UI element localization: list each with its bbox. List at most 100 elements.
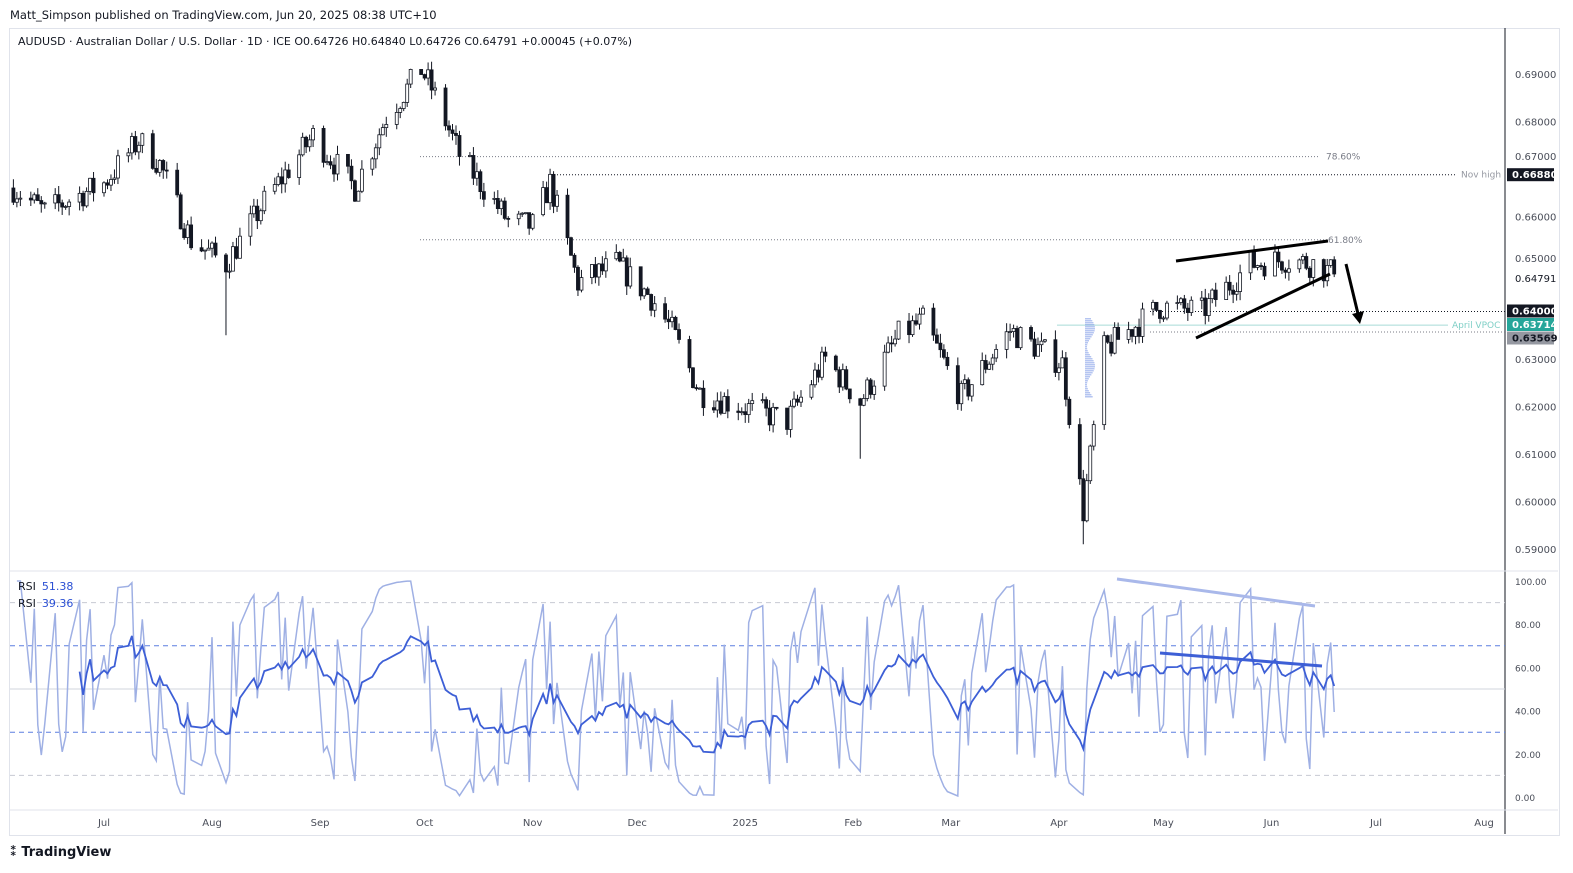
price-tick-label: 0.68000: [1515, 118, 1556, 129]
candle: [1161, 315, 1166, 322]
candle: [35, 188, 40, 202]
candle-body: [907, 320, 911, 336]
candle-body: [154, 167, 159, 173]
candle-body: [1091, 424, 1096, 447]
candle-body: [1043, 339, 1047, 342]
candle: [328, 155, 333, 170]
candle-body: [1004, 331, 1009, 350]
candle-body: [987, 363, 992, 370]
vpoc-price-tag-bg: [1507, 318, 1554, 331]
candles: [11, 61, 1337, 545]
candle: [178, 192, 183, 230]
candle-body: [161, 160, 166, 171]
price-tick-label: 0.69000: [1515, 70, 1556, 81]
candle: [774, 406, 779, 411]
candle-body: [767, 407, 772, 426]
candle: [795, 394, 800, 406]
candle-body: [935, 334, 939, 344]
candle-body: [739, 411, 744, 414]
candle: [565, 188, 570, 245]
candle-body: [1154, 301, 1159, 311]
candle: [394, 103, 399, 130]
candle: [443, 84, 448, 131]
candle: [1210, 288, 1215, 304]
candle-body: [917, 313, 922, 325]
level-064-price-tag-bg: [1507, 304, 1554, 318]
candle-body: [450, 129, 455, 134]
candle: [614, 244, 619, 261]
candle: [1199, 290, 1204, 310]
candle-body: [788, 405, 793, 430]
candle-body: [1081, 478, 1086, 522]
candle: [593, 257, 598, 284]
candle-body: [300, 136, 305, 156]
candle-body: [346, 153, 350, 167]
april-vpoc-label: April VPOC: [1452, 321, 1500, 331]
wedge-lower-line: [1195, 272, 1331, 340]
candle-body: [715, 400, 720, 411]
candle: [1165, 300, 1169, 321]
candle-body: [701, 387, 706, 409]
candle: [1109, 334, 1114, 357]
candle-body: [565, 194, 570, 239]
candle-body: [231, 246, 235, 272]
candle: [1015, 325, 1019, 349]
volume-profile-bar: [1085, 390, 1089, 392]
candle: [520, 212, 525, 218]
candle-body: [941, 349, 946, 358]
candle-body: [1158, 309, 1162, 319]
candle: [150, 129, 155, 170]
last-price-label: 0.64791: [1515, 274, 1556, 285]
brand-text: TradingView: [21, 845, 112, 860]
candle: [1300, 253, 1305, 265]
candle: [1056, 362, 1061, 381]
candle: [750, 392, 755, 411]
candle: [739, 407, 744, 416]
volume-profile-bar: [1085, 380, 1088, 382]
candle-body: [248, 213, 253, 237]
candle-body: [495, 197, 500, 210]
candle: [300, 132, 305, 157]
time-tick-label: Aug: [202, 818, 222, 829]
price-tick-label: 0.60000: [1515, 498, 1556, 509]
candle: [63, 205, 68, 210]
volume-profile-bar: [1085, 388, 1088, 390]
volume-profile-bar: [1085, 320, 1093, 322]
candle-body: [555, 194, 559, 207]
candle: [1255, 264, 1260, 271]
candle: [833, 354, 838, 372]
candle-body: [677, 329, 681, 340]
time-tick-label: Jul: [1369, 818, 1382, 829]
candle: [579, 269, 584, 293]
candle-body: [694, 387, 699, 390]
candle: [677, 323, 681, 344]
candle-body: [966, 379, 971, 397]
candle: [28, 191, 33, 207]
candle: [18, 190, 23, 207]
candle-body: [872, 385, 877, 395]
candle-body: [914, 320, 918, 325]
candle-body: [1273, 251, 1277, 277]
candle: [32, 192, 37, 204]
volume-profile-bar: [1085, 384, 1087, 386]
candle: [325, 154, 329, 166]
candle-body: [1276, 251, 1281, 263]
candle-body: [833, 355, 838, 371]
candle-body: [210, 242, 214, 249]
candle-body: [157, 160, 162, 173]
candle-body: [224, 254, 228, 273]
candle: [914, 313, 918, 326]
candle: [1259, 262, 1263, 270]
price-tick-label: 0.63000: [1515, 355, 1556, 366]
bearish-arrow-head: [1352, 311, 1364, 324]
candle: [213, 236, 218, 258]
candle-body: [799, 396, 803, 403]
candle: [941, 344, 946, 360]
candle: [276, 172, 281, 187]
candle: [1112, 322, 1117, 355]
candle-body: [886, 342, 891, 353]
candle-body: [813, 369, 817, 386]
volume-profile-bar: [1085, 370, 1094, 372]
candle: [1283, 267, 1288, 279]
